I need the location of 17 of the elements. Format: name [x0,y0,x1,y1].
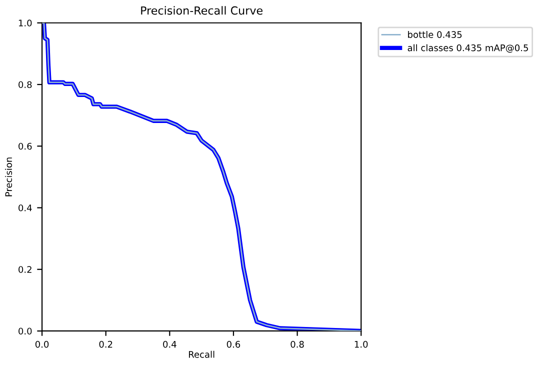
y-tick-label: 0.6 [18,142,32,150]
y-tick-label: 0.2 [18,266,32,273]
legend-label: all classes 0.435 mAP@0.5 [408,44,528,53]
x-tick-label: 1.0 [354,340,368,348]
y-axis-title: Precision [5,158,12,196]
x-tick-label: 0.6 [226,340,240,348]
y-tick-label: 1.0 [18,20,32,26]
y-tick-label: 0.8 [18,81,32,88]
x-tick-label: 0.4 [163,340,176,348]
legend-label: bottle 0.435 [408,31,462,38]
x-tick-label: 0.0 [35,340,49,348]
y-tick-label: 0.0 [18,328,32,335]
x-tick-label: 0.8 [290,340,304,348]
chart-title: Precision-Recall Curve [141,6,262,15]
x-tick-label: 0.2 [99,340,112,348]
y-tick-label: 0.4 [18,204,32,212]
x-axis-title: Recall [188,350,214,358]
